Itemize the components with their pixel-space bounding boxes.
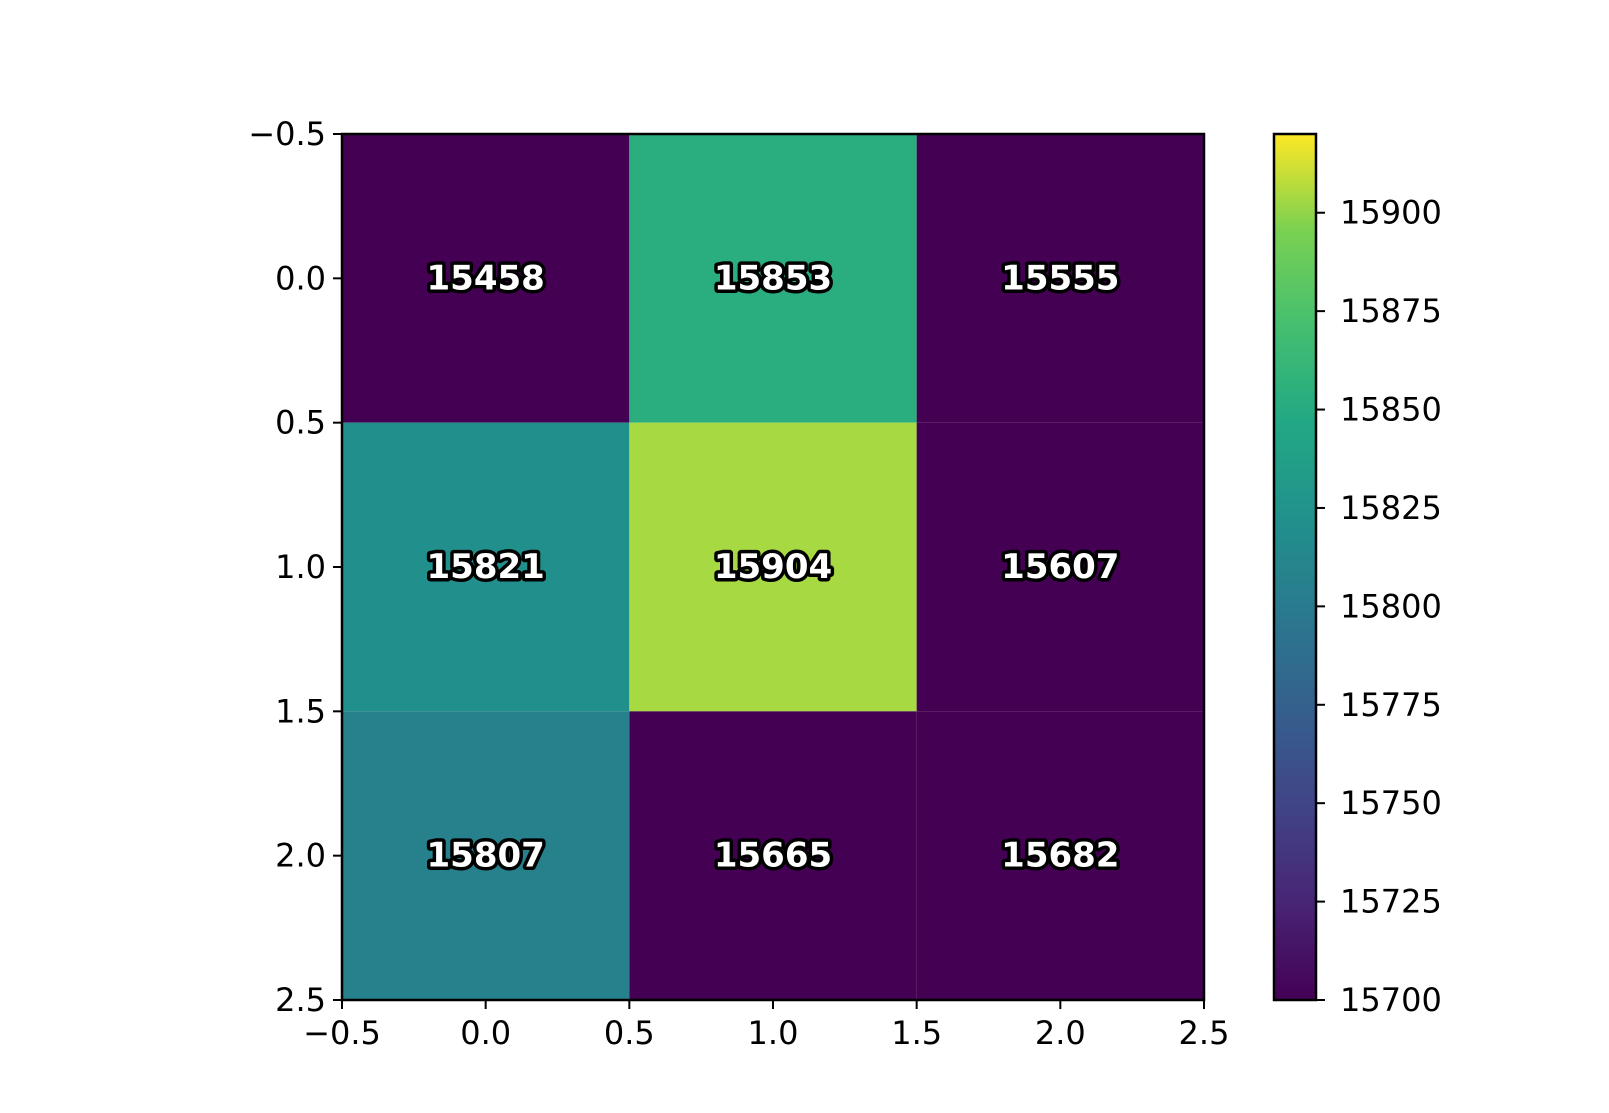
colorbar-tick-label: 15800 [1340,587,1442,625]
heatmap-cell-labels: 15458 15853 15555 15821 15904 15607 15807 15665… [423,255,1123,879]
heatmap-cell-r2-c2 [916,711,1204,1000]
colorbar-tick-label: 15850 [1340,391,1442,429]
colorbar-tick-label: 15875 [1340,292,1442,330]
y-tick-label: 0.5 [275,404,326,442]
heatmap-cell-r1-c2 [916,422,1204,712]
heatmap-cell-r2-c0 [342,711,630,1000]
heatmap-cell-r2-c1 [629,711,917,1000]
y-tick-label: 2.5 [275,981,326,1019]
x-tick-label: 0.5 [604,1014,655,1052]
y-tick-label: 1.0 [275,548,326,586]
heatmap-cell-r0-c2 [916,134,1204,423]
colorbar-tick-label: 15775 [1340,686,1442,724]
cell-value-label-r2-c0: 15807 [427,836,545,876]
y-tick-label: 1.5 [275,692,326,730]
cell-value-label-r1-c0: 15821 [427,547,545,587]
y-axis: −0.5 0.0 0.5 1.0 1.5 2.0 2.5 [248,115,342,1019]
colorbar [1272,132,1318,1002]
heatmap-cells [342,134,1204,1000]
x-tick-label: 1.0 [748,1014,799,1052]
heatmap-cell-r0-c0 [342,134,630,423]
x-tick-label: 0.0 [460,1014,511,1052]
cell-value-label-r1-c1: 15904 [714,547,832,587]
x-tick-label: −0.5 [303,1014,381,1052]
x-tick-label: 2.5 [1179,1014,1230,1052]
x-tick-label: 1.5 [891,1014,942,1052]
colorbar-tick-label: 15750 [1340,784,1442,822]
colorbar-axis: 15700 15725 15750 15775 15800 15825 15850 15875… [1316,194,1442,1019]
cell-value-label-r0-c2: 15555 [1001,258,1119,298]
y-tick-label: 0.0 [275,259,326,297]
heatmap-cell-r1-c1 [629,422,917,712]
cell-value-label-r2-c1: 15665 [714,836,832,876]
cell-value-label-r1-c2: 15607 [1001,547,1119,587]
y-tick-label: 2.0 [275,837,326,875]
heatmap-cell-r1-c0 [342,422,630,712]
colorbar-tick-label: 15900 [1340,194,1442,232]
colorbar-tick-label: 15700 [1340,981,1442,1019]
x-tick-label: 2.0 [1035,1014,1086,1052]
cell-value-label-r2-c2: 15682 [1001,836,1119,876]
cell-value-label-r0-c0: 15458 [427,258,545,298]
x-axis: −0.5 0.0 0.5 1.0 1.5 2.0 2.5 [303,1000,1229,1052]
cell-value-label-r0-c1: 15853 [714,258,832,298]
colorbar-tick-label: 15725 [1340,883,1442,921]
heatmap-cell-r0-c1 [629,134,917,423]
y-tick-label: −0.5 [248,115,326,153]
colorbar-tick-label: 15825 [1340,489,1442,527]
